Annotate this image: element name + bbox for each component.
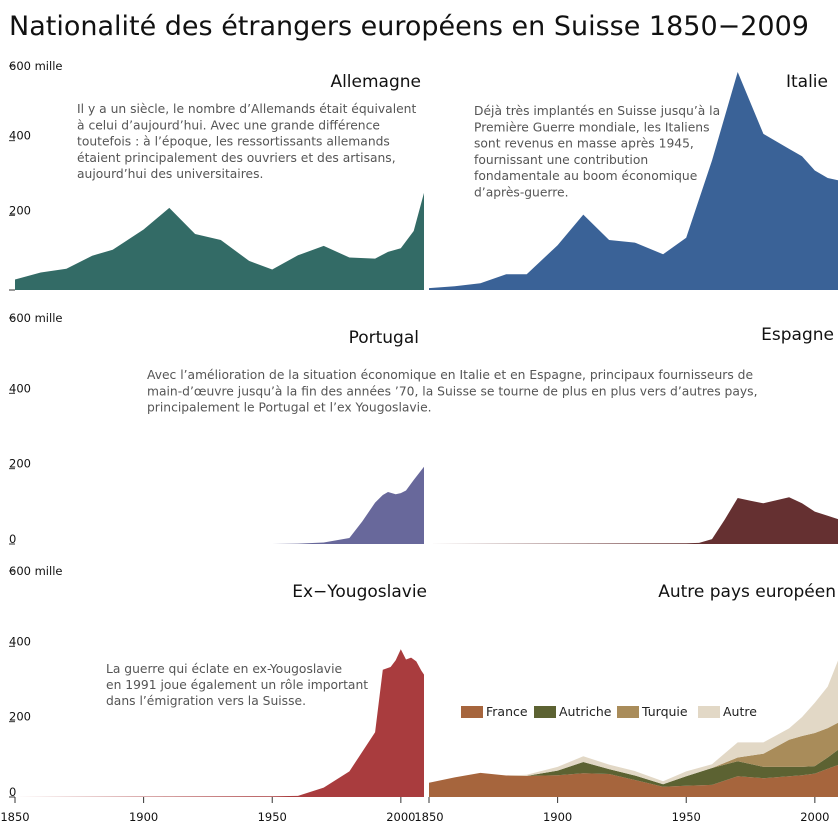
annotation-line: sont revenus en masse après 1945,: [474, 137, 694, 151]
x-tick-label: 2000: [386, 810, 415, 824]
annotation-line: d’après-guerre.: [474, 186, 569, 200]
legend-label: Autriche: [559, 704, 612, 719]
y-unit-label: 600 mille: [9, 564, 62, 578]
annotation-line: principalement le Portugal et l’ex Yougo…: [147, 401, 432, 415]
annotation-line: Première Guerre mondiale, les Italiens: [474, 120, 710, 134]
panel-title: Allemagne: [330, 72, 421, 92]
legend-swatch: [534, 706, 556, 718]
annotation-line: Déjà très implantés en Suisse jusqu’à la: [474, 104, 720, 118]
legend-swatch: [617, 706, 639, 718]
x-tick-label: 1950: [258, 810, 287, 824]
x-tick-label: 1950: [672, 810, 701, 824]
chart-title: Nationalité des étrangers européens en S…: [9, 11, 809, 42]
panel-title: Ex−Yougoslavie: [292, 582, 427, 602]
area-autre: [429, 660, 838, 785]
area-ex-yougoslavie: [15, 649, 424, 797]
y-tick-label: 200: [9, 710, 31, 724]
annotation-line: toutefois : à l’époque, les ressortissan…: [77, 135, 390, 149]
area-portugal: [15, 466, 424, 544]
annotation-line: en 1991 joue également un rôle important: [106, 678, 368, 692]
panel-italie: Italie Déjà très implantés en Suisse jusq…: [429, 72, 838, 290]
x-tick-label: 1900: [543, 810, 572, 824]
panel-title: Italie: [786, 72, 828, 92]
panel-title: Portugal: [349, 328, 419, 348]
legend-label: Turquie: [641, 704, 688, 719]
x-tick-label: 2000: [800, 810, 829, 824]
y-tick-label: 400: [9, 381, 31, 395]
annotation-line: Il y a un siècle, le nombre d’Allemands …: [77, 102, 416, 116]
annotation-line: La guerre qui éclate en ex-Yougoslavie: [106, 662, 342, 676]
y-unit-label: 600 mille: [9, 59, 62, 73]
legend-swatch: [461, 706, 483, 718]
x-tick-label: 1850: [0, 810, 29, 824]
area-espagne: [429, 497, 838, 544]
annotation-line: aujourd’hui des universitaires.: [77, 167, 263, 181]
y-tick-label: 0: [9, 785, 16, 799]
area-italie: [429, 72, 838, 290]
annotation-line: fournissant une contribution: [474, 153, 648, 167]
y-tick-label: 0: [9, 532, 16, 546]
area-france: [429, 765, 838, 797]
panels-group: Allemagne Il y a un siècle, le nombre d’A…: [15, 72, 838, 797]
panel-autre-pays-europ-en: Autre pays européen: [429, 582, 838, 797]
y-tick-label: 400: [9, 129, 31, 143]
panel-title: Autre pays européen: [658, 582, 836, 602]
legend-item-autre: Autre: [698, 704, 757, 719]
legend-item-autriche: Autriche: [534, 704, 612, 719]
annotation-line: dans l’émigration vers la Suisse.: [106, 694, 306, 708]
panel-ex-yougoslavie: Ex−Yougoslavie La guerre qui éclate en ex…: [15, 582, 427, 797]
legend-item-france: France: [461, 704, 528, 719]
annotation-line: à celui d’aujourd’hui. Avec une grande d…: [77, 118, 380, 132]
x-tick-label: 1850: [414, 810, 443, 824]
x-tick-label: 1900: [129, 810, 158, 824]
y-unit-label: 600 mille: [9, 311, 62, 325]
y-tick-label: 200: [9, 203, 31, 217]
legend-item-turquie: Turquie: [617, 704, 688, 719]
y-tick-label: 200: [9, 457, 31, 471]
panel-title: Espagne: [761, 325, 834, 345]
legend-label: Autre: [723, 704, 757, 719]
area-allemagne: [15, 192, 424, 290]
panel-portugal: Portugal Avec l’amélioration de la situat…: [15, 328, 757, 544]
panel-allemagne: Allemagne Il y a un siècle, le nombre d’A…: [15, 72, 424, 290]
annotation-line: main-d’œuvre jusqu’à la fin des années ’…: [147, 384, 757, 398]
axes-group: 600 mille 200 400 600 mille 0 200 400 600 mille…: [0, 59, 829, 824]
legend: France Autriche Turquie Autre: [461, 704, 757, 719]
annotation-line: Avec l’amélioration de la situation écon…: [147, 368, 753, 382]
legend-label: France: [486, 704, 528, 719]
legend-swatch: [698, 706, 720, 718]
annotation-line: étaient principalement des ouvriers et d…: [77, 151, 396, 165]
panel-espagne: Espagne: [429, 325, 838, 544]
y-tick-label: 400: [9, 634, 31, 648]
area-autriche: [429, 749, 838, 787]
annotation-line: fondamentale au boom économique: [474, 169, 697, 183]
